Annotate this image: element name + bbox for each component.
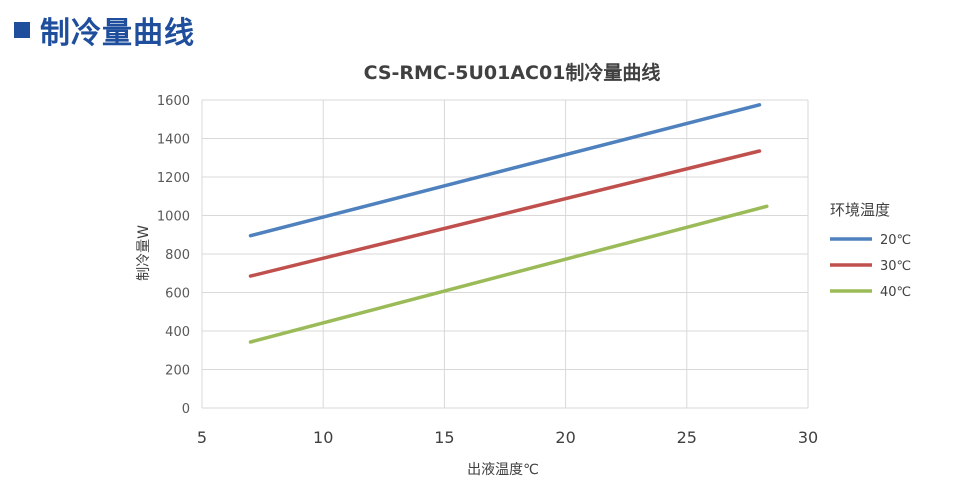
y-tick-label: 400 [165, 325, 190, 340]
x-tick-label: 25 [677, 428, 697, 447]
series-line-2 [248, 149, 762, 278]
y-tick-label: 1200 [157, 171, 190, 186]
chart-title: CS-RMC-5U01AC01制冷量曲线 [364, 61, 661, 84]
series-lines [248, 103, 769, 344]
x-tick-label: 20 [555, 428, 575, 447]
x-tick-label: 30 [798, 428, 818, 447]
legend-title: 环境温度 [830, 201, 890, 219]
x-axis-label: 出液温度℃ [467, 462, 539, 478]
y-tick-label: 1600 [157, 94, 190, 109]
y-tick-label: 1400 [157, 133, 190, 148]
y-tick-label: 0 [182, 402, 190, 417]
y-tick-label: 800 [165, 248, 190, 263]
y-tick-label: 200 [165, 364, 190, 379]
y-tick-label: 1000 [157, 210, 190, 225]
legend: 20℃ 30℃ 40℃ [830, 233, 911, 300]
x-axis-ticks: 5 10 15 20 25 30 [197, 428, 818, 447]
y-axis-ticks: 0 200 400 600 800 1000 1200 1400 1600 [157, 94, 190, 417]
legend-label-1: 20℃ [880, 233, 911, 248]
legend-label-3: 40℃ [880, 285, 911, 300]
x-tick-label: 15 [434, 428, 454, 447]
page-title: 制冷量曲线 [40, 16, 195, 51]
y-axis-label: 制冷量W [136, 225, 152, 281]
x-tick-label: 10 [313, 428, 333, 447]
series-line-1 [248, 103, 762, 238]
legend-label-2: 30℃ [880, 259, 911, 274]
series-line-3 [248, 204, 769, 344]
y-tick-label: 600 [165, 287, 190, 302]
page-header: 制冷量曲线 [14, 10, 195, 51]
x-tick-label: 5 [197, 428, 207, 447]
header-bullet-icon [14, 22, 30, 38]
grid [201, 99, 809, 409]
